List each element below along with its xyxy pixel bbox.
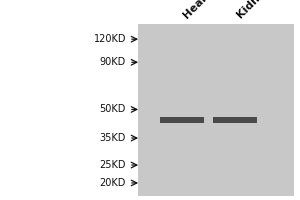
Text: 120KD: 120KD <box>94 34 126 44</box>
Text: 25KD: 25KD <box>100 160 126 170</box>
Bar <box>160 117 203 123</box>
Text: 35KD: 35KD <box>100 133 126 143</box>
Bar <box>138 24 294 196</box>
Text: 20KD: 20KD <box>100 178 126 188</box>
Text: Heart: Heart <box>182 0 214 20</box>
Bar <box>213 117 256 123</box>
Text: 90KD: 90KD <box>100 57 126 67</box>
Text: 50KD: 50KD <box>100 104 126 114</box>
Text: Kidney: Kidney <box>235 0 272 20</box>
